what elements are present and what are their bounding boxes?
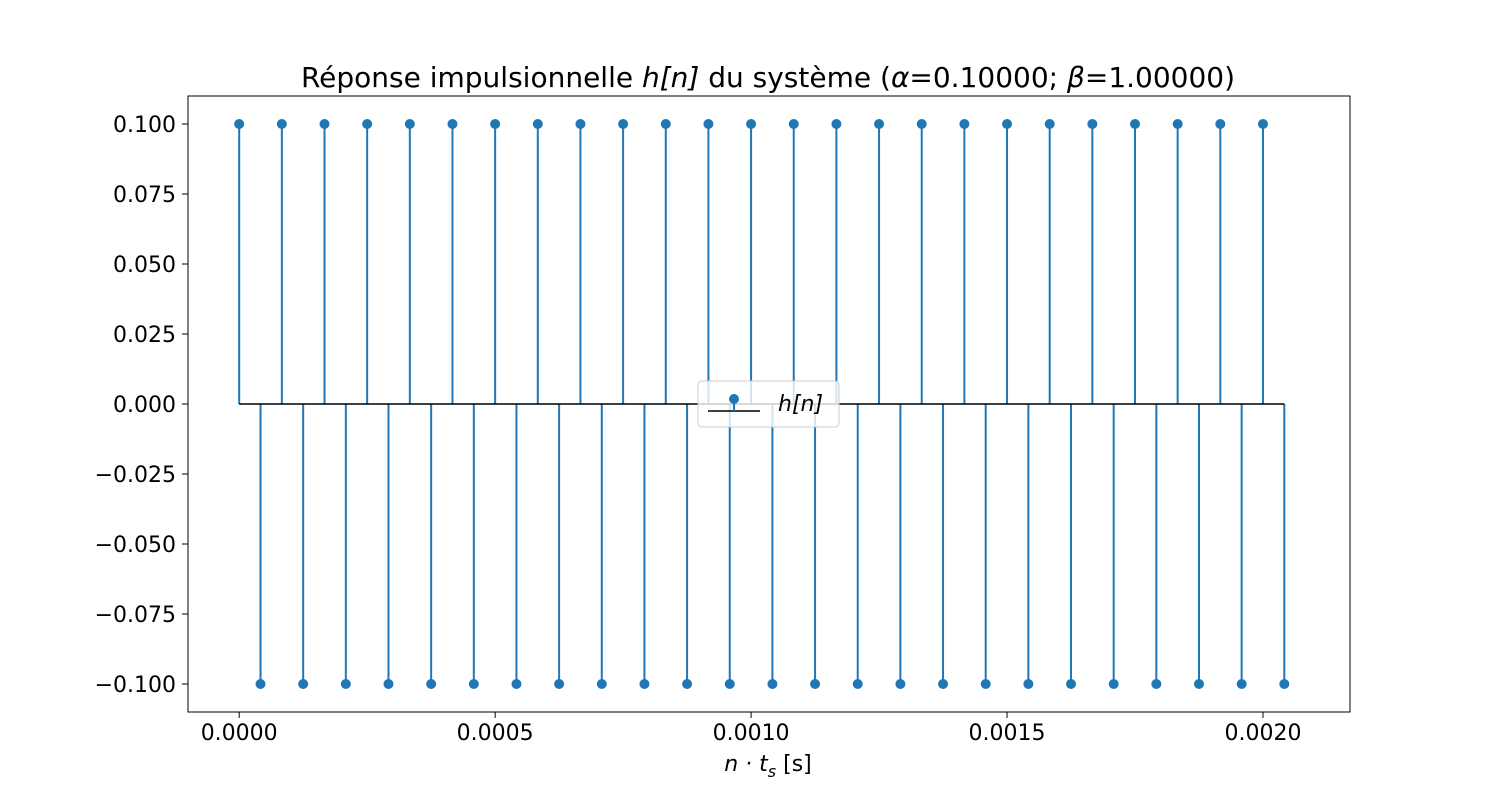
stem-marker [1002,119,1013,129]
stem-marker [340,679,351,689]
stem-marker [234,119,245,129]
x-tick-label: 0.0015 [969,721,1046,746]
x-tick-label: 0.0005 [457,721,534,746]
y-tick-label: 0.050 [113,253,176,278]
y-tick-label: 0.000 [113,393,176,418]
y-tick-label: −0.025 [95,463,176,488]
stem-marker [1193,679,1204,689]
stem-marker [895,679,906,689]
stem-marker [831,119,842,129]
stem-marker [1130,119,1141,129]
stem-marker [788,119,799,129]
stem-marker [618,119,629,129]
x-tick-label: 0.0000 [201,721,278,746]
stem-marker [724,679,735,689]
stem-marker [255,679,266,689]
stem-marker [682,679,693,689]
y-tick-label: 0.075 [113,183,176,208]
stem-marker [703,119,714,129]
legend-marker-icon [729,394,739,404]
stem-marker [298,679,309,689]
stem-marker [596,679,607,689]
stem-marker [1279,679,1290,689]
stem-marker [1236,679,1247,689]
stem-marker [532,119,543,129]
stem-series [234,119,1290,689]
x-axis-label: n · ts [s] [724,752,812,781]
stem-marker [1108,679,1119,689]
y-tick-label: −0.075 [95,603,176,628]
stem-marker [916,119,927,129]
stem-marker [1257,119,1268,129]
stem-marker [660,119,671,129]
x-axis-ticks: 0.0000 0.0005 0.0010 0.0015 0.0020 [201,712,1301,746]
x-tick-label: 0.0020 [1224,721,1301,746]
stem-marker [959,119,970,129]
stem-marker [1151,679,1162,689]
stem-marker [938,679,949,689]
stem-marker [980,679,991,689]
stem-marker [447,119,458,129]
stem-marker [319,119,330,129]
y-axis-ticks: 0.100 0.075 0.050 0.025 0.000 −0.025 −0.050 −0.… [95,113,188,698]
stem-marker [1023,679,1034,689]
chart-title: Réponse impulsionnelle h[n] du système (… [301,61,1235,94]
y-tick-label: 0.025 [113,323,176,348]
stem-marker [1215,119,1226,129]
stem-marker [468,679,479,689]
stem-marker [554,679,565,689]
stem-marker [1044,119,1055,129]
stem-marker [276,119,287,129]
legend: h[n] [697,380,840,428]
stem-marker [511,679,522,689]
legend-box [697,380,840,428]
stem-marker [639,679,650,689]
stem-marker [1172,119,1183,129]
stem-marker [575,119,586,129]
y-tick-label: −0.050 [95,533,176,558]
stem-marker [490,119,501,129]
x-tick-label: 0.0010 [713,721,790,746]
stem-marker [1066,679,1077,689]
stem-marker [1087,119,1098,129]
stem-marker [746,119,757,129]
stem-marker [852,679,863,689]
stem-marker [767,679,778,689]
stem-marker [874,119,885,129]
y-tick-label: 0.100 [113,113,176,138]
stem-marker [426,679,437,689]
stem-marker [383,679,394,689]
stem-marker [810,679,821,689]
stem-marker [404,119,415,129]
y-tick-label: −0.100 [95,673,176,698]
legend-label: h[n] [778,392,823,417]
stem-marker [362,119,373,129]
